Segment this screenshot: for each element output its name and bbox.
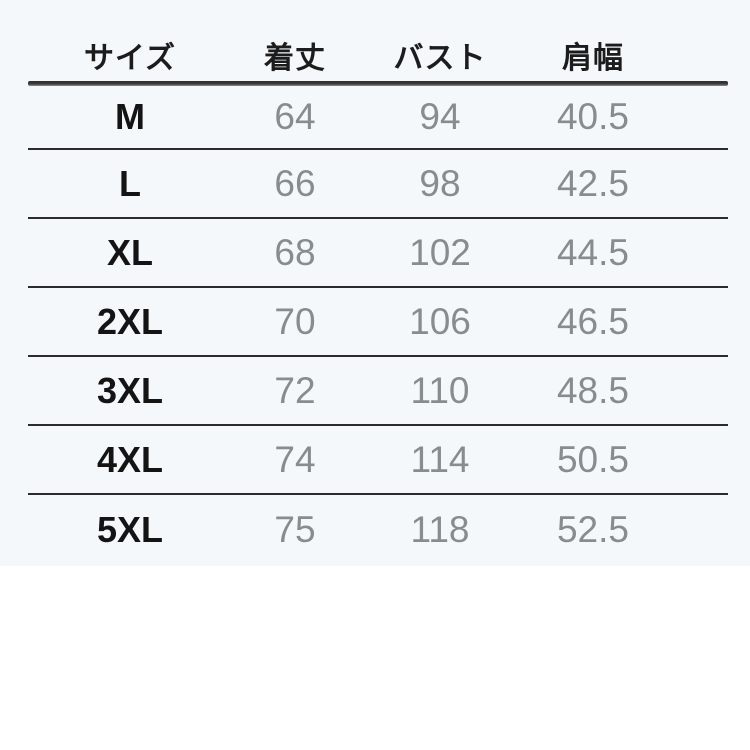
shoulder-cell: 52.5 [556,509,629,550]
table-row: XL 68 102 44.5 [28,219,728,288]
size-cell: XL [106,231,153,273]
length-cell: 70 [274,300,316,342]
length-cell: 66 [274,162,316,204]
size-chart-sheet: サイズ 着丈 バスト 肩幅 M 64 94 40.5 L 66 98 42.5 … [0,0,750,566]
size-cell: L [119,162,141,204]
table-row: M 64 94 40.5 [28,86,728,150]
shoulder-cell: 46.5 [556,300,629,342]
header-separator-rule [28,81,728,86]
bust-cell: 94 [419,96,461,137]
shoulder-cell: 50.5 [556,438,629,480]
length-cell: 64 [274,96,316,137]
length-cell: 68 [274,231,316,273]
length-cell: 72 [274,369,316,411]
length-cell: 75 [274,509,316,550]
column-header-length: 着丈 [264,41,326,75]
table-header-row: サイズ 着丈 バスト 肩幅 [28,28,728,81]
shoulder-cell: 44.5 [556,231,629,273]
size-chart-table: サイズ 着丈 バスト 肩幅 M 64 94 40.5 L 66 98 42.5 … [28,28,728,565]
size-cell: 4XL [96,438,164,480]
column-header-bust: バスト [393,41,487,75]
bust-cell: 106 [409,300,471,342]
table-row: 4XL 74 114 50.5 [28,426,728,495]
size-cell: 2XL [96,300,164,342]
size-cell: 3XL [96,369,164,411]
size-cell: 5XL [96,509,164,550]
bust-cell: 118 [410,509,470,550]
shoulder-cell: 40.5 [556,96,629,137]
size-cell: M [115,96,145,137]
shoulder-cell: 48.5 [556,369,629,411]
table-row: 2XL 70 106 46.5 [28,288,728,357]
bust-cell: 102 [409,231,471,273]
column-header-shoulder: 肩幅 [562,41,624,75]
table-row: L 66 98 42.5 [28,150,728,219]
bust-cell: 114 [410,438,470,480]
table-row: 5XL 75 118 52.5 [28,495,728,565]
table-row: 3XL 72 110 48.5 [28,357,728,426]
length-cell: 74 [274,438,316,480]
bust-cell: 98 [419,162,461,204]
shoulder-cell: 42.5 [556,162,629,204]
column-header-size: サイズ [83,41,177,75]
bust-cell: 110 [410,369,470,411]
